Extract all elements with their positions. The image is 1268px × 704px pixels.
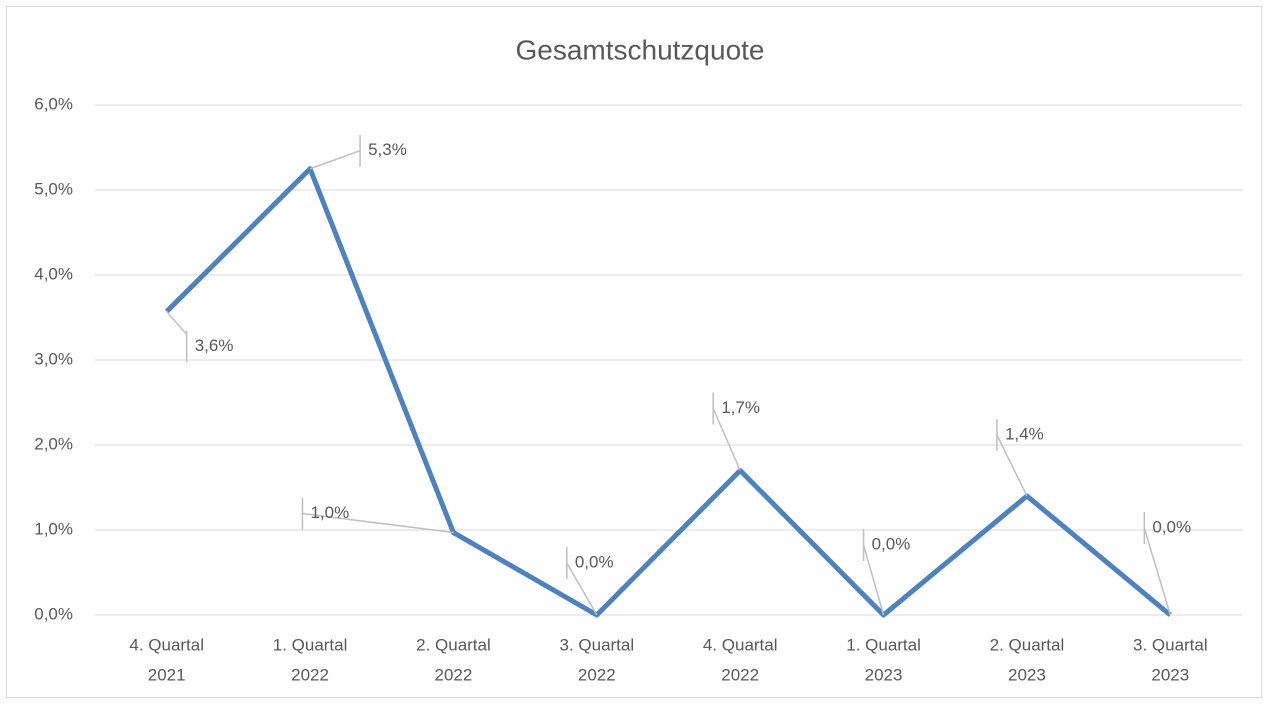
x-tick-label: 2021 (148, 665, 186, 684)
data-label: 3,6% (195, 336, 234, 355)
x-tick-label: 2023 (1151, 665, 1189, 684)
y-tick-label: 6,0% (34, 94, 73, 113)
x-tick-label: 2022 (721, 665, 759, 684)
data-label: 5,3% (368, 140, 407, 159)
leader-line (309, 150, 361, 170)
x-tick-label: 4. Quartal (129, 635, 204, 654)
leader-line (862, 544, 885, 616)
x-tick-label: 3. Quartal (559, 635, 634, 654)
x-tick-label: 2022 (435, 665, 473, 684)
data-label: 0,0% (1152, 517, 1191, 536)
y-tick-label: 2,0% (34, 434, 73, 453)
y-tick-label: 0,0% (34, 604, 73, 623)
x-tick-label: 2. Quartal (416, 635, 491, 654)
x-tick-label: 3. Quartal (1133, 635, 1208, 654)
leader-line (712, 408, 741, 471)
x-tick-label: 1. Quartal (846, 635, 921, 654)
chart-title: Gesamtschutzquote (515, 34, 764, 65)
leader-line (566, 562, 598, 616)
x-tick-label: 4. Quartal (703, 635, 778, 654)
x-tick-label: 2. Quartal (990, 635, 1065, 654)
leader-line (166, 311, 188, 336)
leader-line (302, 512, 454, 534)
y-tick-label: 4,0% (34, 264, 73, 283)
leader-line (996, 434, 1028, 497)
data-label: 0,0% (575, 552, 614, 571)
leader-line (1143, 527, 1172, 616)
x-tick-label: 2023 (1008, 665, 1046, 684)
data-label: 1,0% (310, 503, 349, 522)
x-tick-label: 2022 (291, 665, 329, 684)
data-line (164, 166, 1172, 618)
chart-frame (6, 6, 1262, 698)
x-tick-label: 2023 (865, 665, 903, 684)
y-tick-label: 1,0% (34, 519, 73, 538)
data-label: 0,0% (872, 534, 911, 553)
data-label: 1,4% (1005, 424, 1044, 443)
y-tick-label: 3,0% (34, 349, 73, 368)
x-tick-label: 1. Quartal (273, 635, 348, 654)
x-tick-label: 2022 (578, 665, 616, 684)
data-label: 1,7% (721, 398, 760, 417)
y-tick-label: 5,0% (34, 179, 73, 198)
